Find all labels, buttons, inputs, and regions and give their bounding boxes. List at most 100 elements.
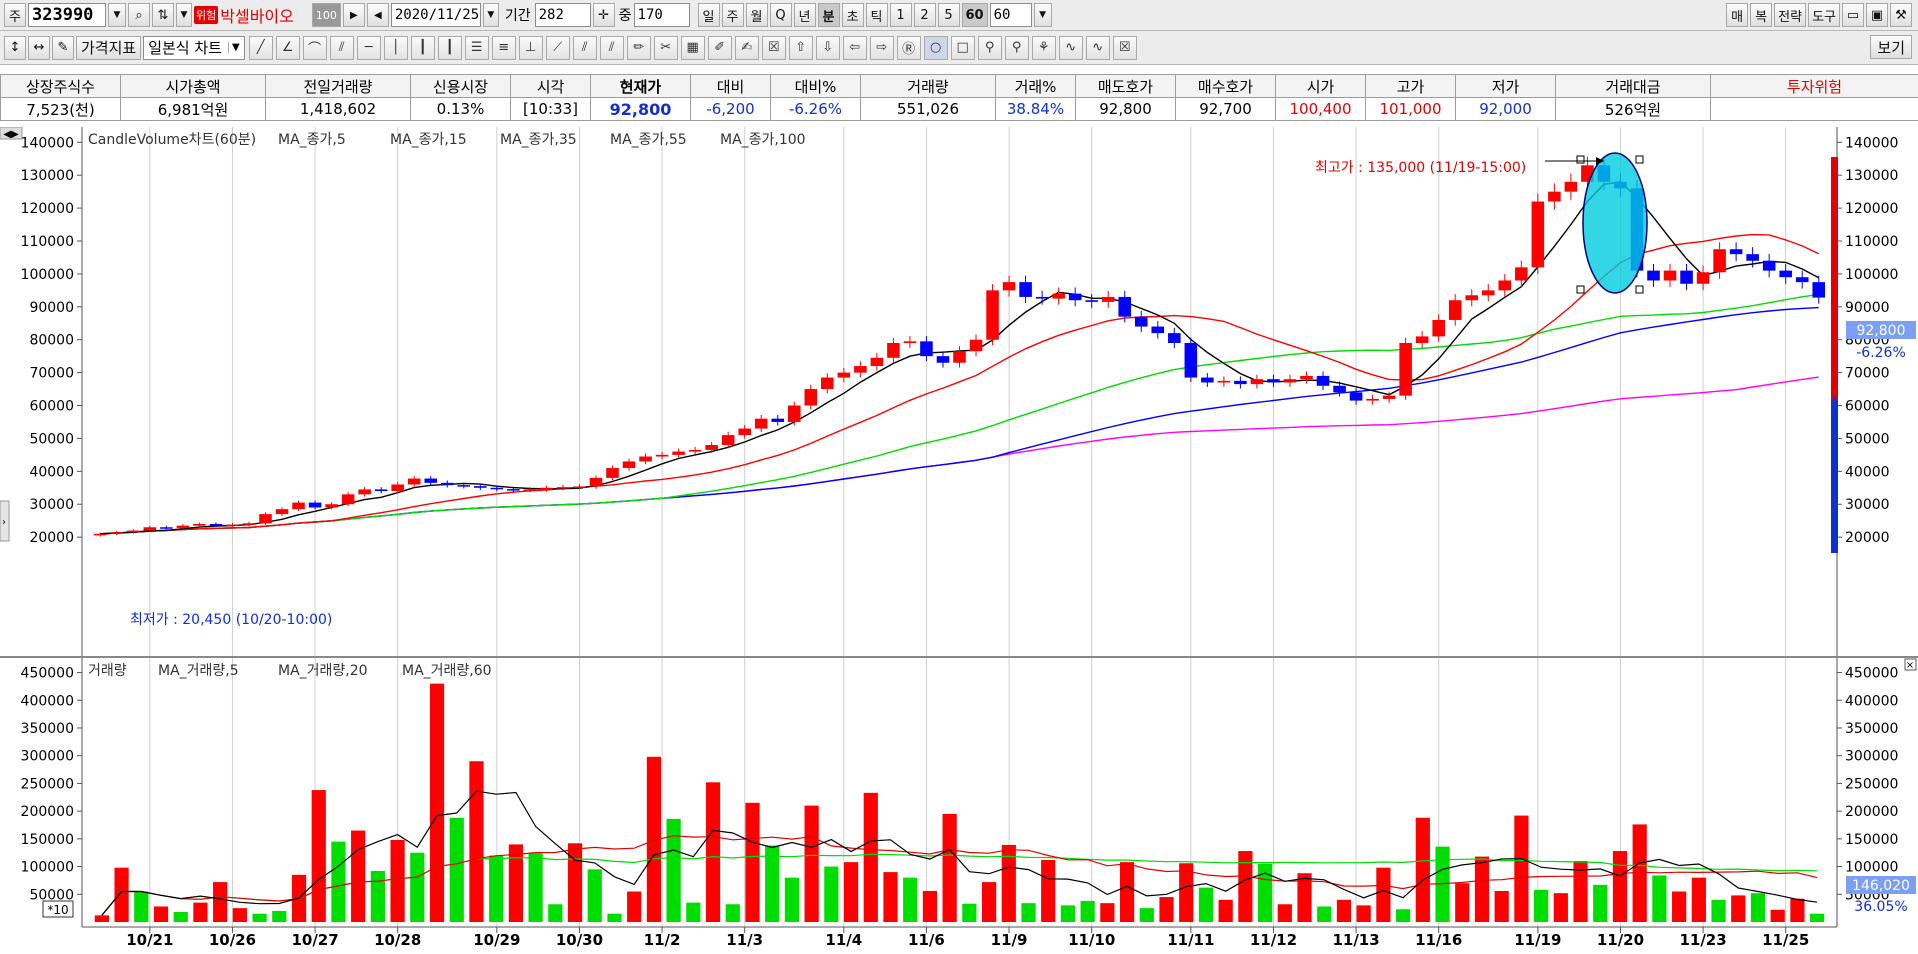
- price-range-bar: [1831, 157, 1838, 553]
- interval-2[interactable]: 2: [913, 3, 936, 27]
- list-dropdown-icon[interactable]: ▼: [176, 3, 192, 27]
- volume-bar: [173, 912, 188, 922]
- trendline-icon[interactable]: ╱: [248, 35, 273, 60]
- interval-day[interactable]: 일: [697, 3, 720, 27]
- scroll-arrows-button[interactable]: [0, 127, 23, 140]
- period-input[interactable]: 282: [534, 3, 591, 27]
- chart-type-select[interactable]: 일본식 차트 ▼: [143, 35, 245, 60]
- stock-code-input[interactable]: 323990: [28, 3, 106, 27]
- trade-button[interactable]: 매: [1726, 3, 1749, 27]
- rectangle-icon[interactable]: □: [950, 35, 975, 60]
- ray-icon[interactable]: ⟋: [545, 35, 570, 60]
- search-icon[interactable]: ⌕: [128, 3, 150, 27]
- arrow-down-icon[interactable]: ⇩: [815, 35, 840, 60]
- y-tick-label-right: 90000: [1845, 300, 1890, 316]
- parallel-icon[interactable]: ⫽: [599, 35, 624, 60]
- candle-body: [953, 351, 966, 363]
- edit-icon[interactable]: ✎: [52, 35, 74, 60]
- delete-icon[interactable]: ☒: [761, 35, 786, 60]
- fib-retracement-icon[interactable]: ☰: [464, 35, 489, 60]
- candle-body: [738, 428, 751, 436]
- gann-icon[interactable]: ⊥: [518, 35, 543, 60]
- angle-icon[interactable]: ∠: [275, 35, 300, 60]
- ellipse-icon[interactable]: ○: [923, 35, 948, 60]
- cycle-lines-icon[interactable]: ┃: [410, 35, 435, 60]
- next-arrow-icon[interactable]: ▶: [342, 3, 365, 27]
- strategy-button[interactable]: 전략: [1774, 3, 1807, 27]
- candle-body: [622, 461, 636, 469]
- interval-1[interactable]: 1: [889, 3, 912, 27]
- zoom-area-icon[interactable]: ⚲: [1004, 35, 1029, 60]
- indicator-button[interactable]: 가격지표: [76, 35, 142, 60]
- tools-button[interactable]: 도구: [1808, 3, 1840, 27]
- color-icon[interactable]: ▦: [680, 35, 705, 60]
- horizontal-line-icon[interactable]: ─: [356, 35, 381, 60]
- scissors-icon[interactable]: ✂: [653, 35, 678, 60]
- arc-icon[interactable]: ⌒: [302, 35, 327, 60]
- candle-volume-chart[interactable]: 140000 140000 130000 130000 120000 120000 1100…: [0, 127, 1918, 954]
- interval-5[interactable]: 5: [937, 3, 960, 27]
- interval-tick[interactable]: 틱: [865, 3, 888, 27]
- date-dropdown-icon[interactable]: ▼: [482, 3, 499, 27]
- candle-body: [771, 418, 785, 422]
- wrench-icon[interactable]: ⚒: [1890, 3, 1912, 27]
- interval-year[interactable]: 년: [793, 3, 816, 27]
- candle-body: [969, 339, 983, 352]
- magnet-icon[interactable]: ⚘: [1031, 35, 1056, 60]
- vol-tick-label-right: 300000: [1845, 749, 1898, 765]
- brush-icon[interactable]: ✐: [707, 35, 732, 60]
- interval-second[interactable]: 초: [841, 3, 864, 27]
- fib-levels-icon[interactable]: ≡: [491, 35, 516, 60]
- candle-body: [1564, 181, 1578, 192]
- side-panel-toggle[interactable]: [0, 500, 10, 542]
- clear-all-icon[interactable]: ☒: [1112, 35, 1137, 60]
- horizontal-arrow-icon[interactable]: ↔: [28, 35, 50, 60]
- folder-icon[interactable]: ▭: [1842, 3, 1864, 27]
- vertical-arrow-icon[interactable]: ↕: [4, 35, 26, 60]
- fan-icon[interactable]: ⫽: [329, 35, 354, 60]
- volume-bar: [1790, 898, 1805, 922]
- interval-month[interactable]: 월: [745, 3, 768, 27]
- quote-header-row: 상장주식수 시가총액 전일거래량 신용시장 시각 현재가 대비 대비% 거래량 …: [0, 74, 1918, 98]
- zoom-icon[interactable]: ⚲: [977, 35, 1002, 60]
- code-dropdown-icon[interactable]: ▼: [108, 3, 126, 27]
- note-icon[interactable]: ✍: [734, 35, 759, 60]
- interval-quarter[interactable]: Q: [769, 3, 792, 27]
- text-icon[interactable]: Ⓡ: [896, 35, 921, 60]
- sort-icon[interactable]: ⇅: [152, 3, 174, 27]
- vol-tick-label-left: 300000: [21, 749, 74, 765]
- header-volume: 거래량: [860, 74, 996, 98]
- multi-button[interactable]: 복: [1750, 3, 1773, 27]
- ellipse-handle-tl[interactable]: [1576, 155, 1585, 164]
- channel-icon[interactable]: ⫽: [572, 35, 597, 60]
- highlight-ellipse[interactable]: [1582, 152, 1648, 294]
- close-pane-icon[interactable]: [1904, 658, 1917, 671]
- market-type-button[interactable]: 주: [4, 3, 26, 27]
- pencil-icon[interactable]: ✏: [626, 35, 651, 60]
- interval-dropdown-icon[interactable]: ▼: [1033, 3, 1052, 27]
- interval-week[interactable]: 주: [721, 3, 744, 27]
- vol-ma5-line: [101, 790, 1818, 916]
- ellipse-handle-bl[interactable]: [1576, 285, 1585, 294]
- arrow-up-icon[interactable]: ⇧: [788, 35, 813, 60]
- interval-60[interactable]: 60: [961, 3, 988, 27]
- save-icon[interactable]: ▣: [1866, 3, 1888, 27]
- interval-minute[interactable]: 분: [817, 3, 840, 27]
- vertical-line-icon[interactable]: │: [383, 35, 408, 60]
- ellipse-handle-br[interactable]: [1635, 285, 1644, 294]
- mid-input[interactable]: 170: [633, 3, 690, 27]
- ellipse-handle-tr[interactable]: [1635, 155, 1644, 164]
- prev-arrow-icon[interactable]: ◀: [366, 3, 389, 27]
- box-100-button[interactable]: 100: [311, 3, 341, 27]
- arrow-right-icon[interactable]: ⇨: [869, 35, 894, 60]
- view-button[interactable]: 보기: [1870, 35, 1912, 59]
- y-tick-label-right: 110000: [1845, 234, 1898, 250]
- crosshair-icon[interactable]: ✛: [592, 3, 615, 27]
- fib-time-icon[interactable]: ┃: [437, 35, 462, 60]
- arrow-left-icon[interactable]: ⇦: [842, 35, 867, 60]
- interval-input[interactable]: 60: [989, 3, 1032, 27]
- wave-icon[interactable]: ∿: [1058, 35, 1083, 60]
- wave2-icon[interactable]: ∿: [1085, 35, 1110, 60]
- drawing-toolbar: ↕ ↔ ✎ 가격지표 일본식 차트 ▼ ╱ ∠ ⌒ ⫽ ─ │ ┃ ┃ ☰ ≡ ⊥…: [0, 31, 1918, 65]
- date-input[interactable]: 2020/11/25: [390, 3, 481, 27]
